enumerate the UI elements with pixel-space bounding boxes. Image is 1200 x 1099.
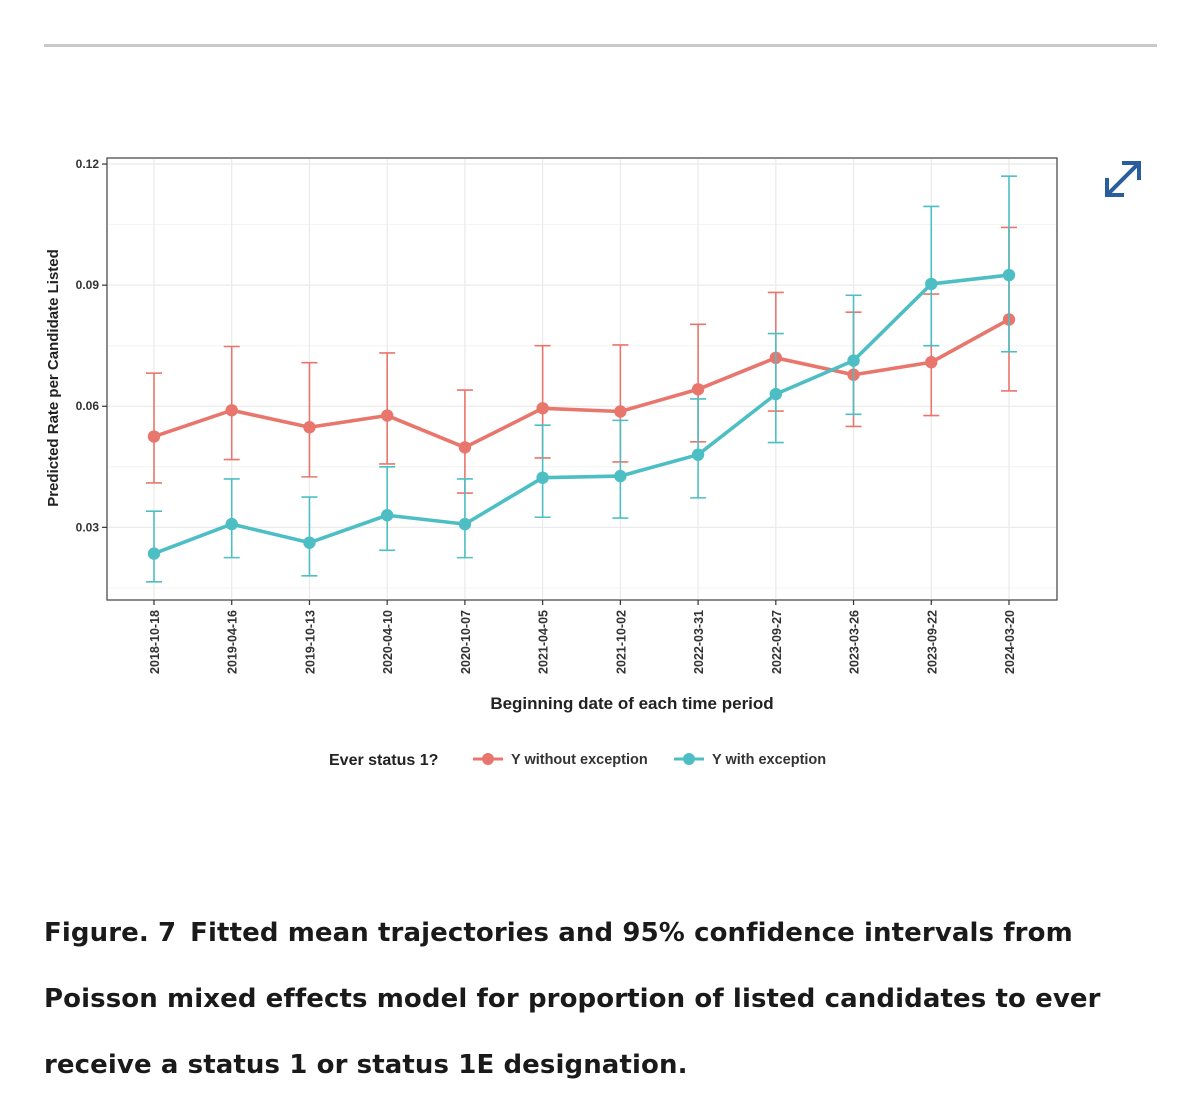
series-line [153, 273, 1010, 556]
x-tick-label: 2021-10-02 [614, 610, 628, 674]
legend-item-1: Y without exception [473, 752, 648, 768]
x-tick-label: 2024-03-20 [1003, 610, 1017, 674]
plot-panel [106, 157, 1058, 601]
expand-icon[interactable] [1100, 156, 1146, 202]
x-tick-label: 2019-10-13 [303, 610, 317, 674]
data-point [147, 547, 161, 560]
data-point [380, 509, 394, 522]
x-axis-label: Beginning date of each time period [490, 694, 773, 713]
x-tick-label: 2018-10-18 [148, 610, 162, 674]
y-tick-label: 0.03 [76, 520, 100, 534]
series-1 [146, 226, 1017, 494]
data-point [225, 517, 238, 531]
data-point [225, 404, 238, 417]
x-tick-label: 2021-04-05 [537, 610, 551, 674]
x-axis: 2018-10-18 2019-04-16 2019-10-13 2020-04-10… [148, 600, 1017, 674]
data-point [925, 277, 938, 291]
x-tick-label: 2020-10-07 [459, 610, 473, 674]
data-point [380, 409, 394, 422]
data-point [769, 387, 783, 401]
data-point [614, 469, 627, 483]
caption-text: Fitted mean trajectories and 95% confide… [44, 918, 1101, 1080]
data-point [303, 421, 316, 434]
x-tick-label: 2020-04-10 [381, 610, 395, 674]
y-tick-label: 0.06 [76, 399, 100, 413]
legend-key-marker [683, 753, 695, 765]
data-point [147, 430, 161, 443]
data-point [458, 441, 472, 454]
data-point [458, 517, 472, 531]
legend-key-marker [482, 753, 494, 765]
x-tick-label: 2023-09-22 [925, 610, 939, 674]
y-axis-label: Predicted Rate per Candidate Listed [45, 249, 62, 507]
top-divider [44, 44, 1157, 47]
series-line [153, 317, 1010, 450]
figure-label: Figure. 7 [44, 918, 177, 948]
x-tick-label: 2023-03-26 [848, 610, 862, 674]
x-tick-label: 2019-04-16 [226, 610, 240, 674]
line-chart: 0.030.060.090.12 2018-10-18 2019-04-16 201… [45, 157, 1058, 769]
data-point [925, 356, 938, 369]
data-point [691, 448, 705, 461]
figure-caption: Figure. 7 Fitted mean trajectories and 95… [44, 900, 1154, 1098]
data-point [536, 471, 549, 484]
data-point [847, 354, 860, 367]
data-point [303, 536, 316, 549]
legend-item-2: Y with exception [674, 752, 826, 768]
data-point [1002, 268, 1016, 282]
y-tick-label: 0.09 [76, 278, 100, 292]
y-tick-label: 0.12 [76, 157, 100, 171]
legend-title: Ever status 1? [329, 752, 438, 769]
legend-item-label: Y with exception [712, 752, 826, 768]
data-point [691, 383, 705, 396]
legend-item-label: Y without exception [511, 752, 648, 768]
y-axis: 0.03 0.06 0.09 0.12 [76, 157, 107, 534]
plot-border [106, 157, 1058, 601]
series-2 [146, 175, 1017, 583]
x-tick-label: 2022-09-27 [770, 610, 784, 674]
data-point [536, 402, 549, 415]
series-group [146, 175, 1017, 583]
legend: Ever status 1? Y without exception Y with… [329, 752, 826, 769]
x-tick-label: 2022-03-31 [692, 610, 706, 674]
data-point [614, 405, 627, 418]
